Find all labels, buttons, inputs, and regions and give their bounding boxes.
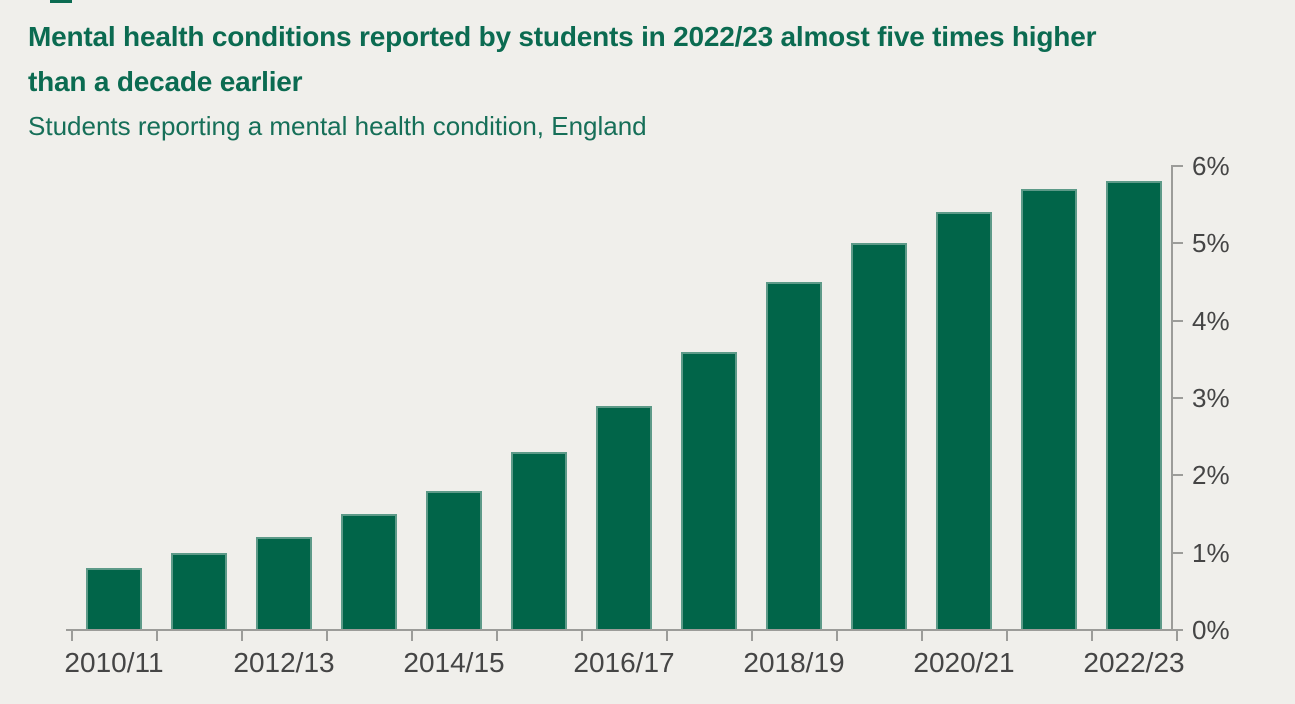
y-tick-label: 2% bbox=[1192, 460, 1230, 491]
top-crop-artifact bbox=[50, 0, 72, 3]
bar bbox=[1021, 189, 1077, 630]
bar bbox=[766, 282, 822, 630]
bar bbox=[511, 452, 567, 630]
x-tick-label: 2022/23 bbox=[1083, 647, 1185, 678]
y-tick-label: 6% bbox=[1192, 151, 1230, 181]
x-tick bbox=[1005, 631, 1008, 641]
bar bbox=[171, 552, 227, 630]
bar bbox=[341, 514, 397, 630]
x-tick bbox=[665, 631, 668, 641]
x-tick bbox=[325, 631, 328, 641]
x-tick bbox=[920, 631, 923, 641]
y-tick-label: 5% bbox=[1192, 228, 1230, 259]
y-tick bbox=[1171, 319, 1183, 322]
x-tick bbox=[580, 631, 583, 641]
x-tick bbox=[495, 631, 498, 641]
x-tick bbox=[410, 631, 413, 641]
chart-title-line-2: than a decade earlier bbox=[28, 66, 303, 97]
bar bbox=[256, 537, 312, 630]
x-tick bbox=[240, 631, 243, 641]
x-tick-label: 2018/19 bbox=[743, 647, 845, 678]
y-tick-label: 4% bbox=[1192, 305, 1230, 336]
x-tick bbox=[1175, 631, 1178, 641]
x-tick-label: 2014/15 bbox=[403, 647, 505, 678]
bar bbox=[86, 568, 142, 630]
y-tick bbox=[1171, 397, 1183, 399]
x-tick bbox=[750, 631, 753, 641]
x-tick bbox=[835, 631, 838, 641]
x-axis-line bbox=[66, 629, 1176, 631]
bar bbox=[681, 351, 737, 630]
y-tick-label: 1% bbox=[1192, 537, 1230, 568]
bar bbox=[936, 212, 992, 630]
chart-title-line-1: Mental health conditions reported by stu… bbox=[28, 21, 1097, 52]
x-tick bbox=[70, 631, 73, 641]
x-tick-label: 2020/21 bbox=[913, 647, 1015, 678]
x-tick bbox=[1090, 631, 1093, 641]
x-tick-label: 2010/11 bbox=[64, 647, 164, 678]
y-tick bbox=[1171, 242, 1183, 245]
bar bbox=[851, 243, 907, 630]
bar bbox=[596, 405, 652, 630]
y-axis-line bbox=[1171, 166, 1173, 631]
x-tick-label: 2012/13 bbox=[233, 647, 335, 678]
bar bbox=[1106, 181, 1162, 630]
x-tick-label: 2016/17 bbox=[573, 647, 675, 678]
y-tick bbox=[1171, 165, 1183, 167]
chart-subtitle: Students reporting a mental health condi… bbox=[28, 111, 647, 141]
y-tick bbox=[1171, 629, 1183, 631]
chart-header: Mental health conditions reported by stu… bbox=[28, 14, 1096, 143]
bar bbox=[426, 490, 482, 630]
x-tick bbox=[155, 631, 158, 641]
y-tick-label: 0% bbox=[1192, 615, 1230, 645]
plot-area: 2010/11 2012/13 2014/15 2016/17 2018/19 2020/… bbox=[64, 151, 1229, 678]
y-tick bbox=[1171, 551, 1183, 554]
y-tick-label: 3% bbox=[1192, 383, 1230, 413]
y-tick bbox=[1171, 474, 1183, 477]
